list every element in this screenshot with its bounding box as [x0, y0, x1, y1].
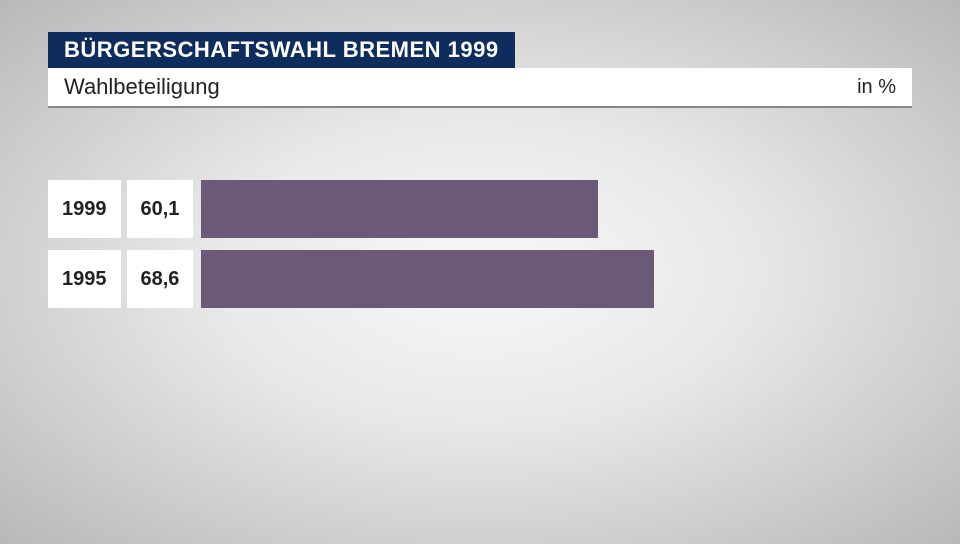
chart-area: 1999 60,1 1995 68,6 — [48, 180, 912, 320]
page-title: BÜRGERSCHAFTSWAHL BREMEN 1999 — [48, 32, 515, 68]
bar-fill — [201, 180, 598, 238]
value-label: 60,1 — [127, 180, 194, 238]
bar-row: 1995 68,6 — [48, 250, 912, 308]
year-label: 1995 — [48, 250, 121, 308]
header-bar: BÜRGERSCHAFTSWAHL BREMEN 1999 — [48, 32, 912, 68]
year-label: 1999 — [48, 180, 121, 238]
unit-label: in % — [857, 76, 896, 99]
bar-fill — [201, 250, 654, 308]
chart-subtitle: Wahlbeteiligung — [64, 74, 220, 100]
bar-track — [201, 180, 912, 238]
value-label: 68,6 — [127, 250, 194, 308]
sub-header: Wahlbeteiligung in % — [48, 68, 912, 108]
bar-row: 1999 60,1 — [48, 180, 912, 238]
bar-track — [201, 250, 912, 308]
